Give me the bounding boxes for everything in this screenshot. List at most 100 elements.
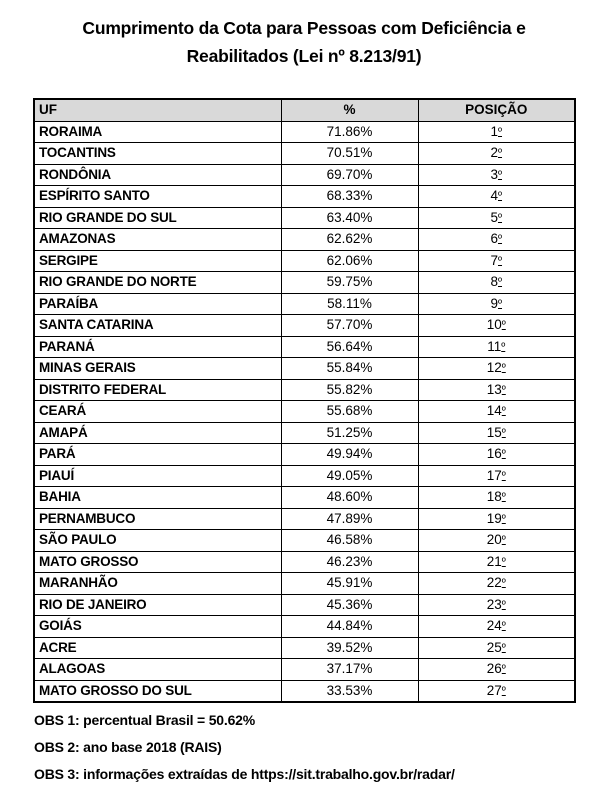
uf-cell: DISTRITO FEDERAL — [33, 378, 282, 401]
percent-cell: 37.17% — [280, 658, 419, 681]
page-title: Cumprimento da Cota para Pessoas com Def… — [82, 18, 526, 66]
table-row: RORAIMA 71.86% 1º — [33, 120, 576, 143]
uf-cell: SÃO PAULO — [33, 529, 282, 552]
percent-cell: 57.70% — [280, 314, 419, 337]
uf-cell: GOIÁS — [33, 615, 282, 638]
percent-cell: 59.75% — [280, 271, 419, 294]
table-row: SERGIPE 62.06% 7º — [33, 249, 576, 272]
header-row: UF % POSIÇÃO — [33, 98, 576, 122]
table-row: RONDÔNIA 69.70% 3º — [33, 163, 576, 186]
quota-table: UF % POSIÇÃO RORAIMA 71.86% 1º TOCANTINS… — [33, 98, 576, 703]
table-row: ACRE 39.52% 25º — [33, 636, 576, 659]
percent-cell: 58.11% — [280, 292, 419, 315]
percent-cell: 45.36% — [280, 593, 419, 616]
percent-cell: 71.86% — [280, 120, 419, 143]
uf-cell: BAHIA — [33, 486, 282, 509]
table-row: RIO GRANDE DO SUL 63.40% 5º — [33, 206, 576, 229]
table-row: MINAS GERAIS 55.84% 12º — [33, 357, 576, 380]
position-cell: 19º — [417, 507, 576, 530]
uf-cell: SANTA CATARINA — [33, 314, 282, 337]
table-row: PIAUÍ 49.05% 17º — [33, 464, 576, 487]
position-cell: 23º — [417, 593, 576, 616]
uf-cell: ACRE — [33, 636, 282, 659]
table-row: PARAÍBA 58.11% 9º — [33, 292, 576, 315]
uf-cell: PIAUÍ — [33, 464, 282, 487]
table-row: MATO GROSSO DO SUL 33.53% 27º — [33, 679, 576, 703]
table-header: UF % POSIÇÃO — [33, 98, 576, 122]
uf-cell: PERNAMBUCO — [33, 507, 282, 530]
uf-cell: AMAPÁ — [33, 421, 282, 444]
uf-cell: RORAIMA — [33, 120, 282, 143]
percent-cell: 69.70% — [280, 163, 419, 186]
percent-cell: 44.84% — [280, 615, 419, 638]
uf-cell: MARANHÃO — [33, 572, 282, 595]
uf-cell: PARÁ — [33, 443, 282, 466]
position-cell: 9º — [417, 292, 576, 315]
position-cell: 11º — [417, 335, 576, 358]
position-cell: 16º — [417, 443, 576, 466]
percent-cell: 33.53% — [280, 679, 419, 703]
table-row: SANTA CATARINA 57.70% 10º — [33, 314, 576, 337]
uf-cell: PARAÍBA — [33, 292, 282, 315]
position-cell: 25º — [417, 636, 576, 659]
note-line: OBS 1: percentual Brasil = 50.62% — [34, 712, 256, 728]
position-cell: 13º — [417, 378, 576, 401]
percent-cell: 68.33% — [280, 185, 419, 208]
position-cell: 24º — [417, 615, 576, 638]
table-row: BAHIA 48.60% 18º — [33, 486, 576, 509]
uf-cell: RIO GRANDE DO SUL — [33, 206, 282, 229]
note-line: OBS 3: informações extraídas de https://… — [34, 766, 455, 782]
table-row: ESPÍRITO SANTO 68.33% 4º — [33, 185, 576, 208]
percent-cell: 46.23% — [280, 550, 419, 573]
note-line: OBS 2: ano base 2018 (RAIS) — [34, 739, 222, 755]
table-row: AMAPÁ 51.25% 15º — [33, 421, 576, 444]
percent-cell: 49.94% — [280, 443, 419, 466]
percent-cell: 62.62% — [280, 228, 419, 251]
column-header-position: POSIÇÃO — [417, 98, 576, 122]
percent-cell: 48.60% — [280, 486, 419, 509]
table-row: MATO GROSSO 46.23% 21º — [33, 550, 576, 573]
position-cell: 18º — [417, 486, 576, 509]
percent-cell: 45.91% — [280, 572, 419, 595]
percent-cell: 56.64% — [280, 335, 419, 358]
percent-cell: 49.05% — [280, 464, 419, 487]
percent-cell: 55.68% — [280, 400, 419, 423]
position-cell: 7º — [417, 249, 576, 272]
table-row: ALAGOAS 37.17% 26º — [33, 658, 576, 681]
table-row: RIO DE JANEIRO 45.36% 23º — [33, 593, 576, 616]
position-cell: 22º — [417, 572, 576, 595]
table-row: DISTRITO FEDERAL 55.82% 13º — [33, 378, 576, 401]
table-body: RORAIMA 71.86% 1º TOCANTINS 70.51% 2º RO… — [33, 120, 576, 703]
percent-cell: 55.82% — [280, 378, 419, 401]
position-cell: 15º — [417, 421, 576, 444]
table-row: AMAZONAS 62.62% 6º — [33, 228, 576, 251]
uf-cell: ESPÍRITO SANTO — [33, 185, 282, 208]
percent-cell: 39.52% — [280, 636, 419, 659]
uf-cell: TOCANTINS — [33, 142, 282, 165]
table-row: CEARÁ 55.68% 14º — [33, 400, 576, 423]
uf-cell: PARANÁ — [33, 335, 282, 358]
position-cell: 1º — [417, 120, 576, 143]
uf-cell: CEARÁ — [33, 400, 282, 423]
position-cell: 26º — [417, 658, 576, 681]
uf-cell: AMAZONAS — [33, 228, 282, 251]
percent-cell: 46.58% — [280, 529, 419, 552]
position-cell: 12º — [417, 357, 576, 380]
table-row: RIO GRANDE DO NORTE 59.75% 8º — [33, 271, 576, 294]
position-cell: 20º — [417, 529, 576, 552]
position-cell: 6º — [417, 228, 576, 251]
table-row: PARÁ 49.94% 16º — [33, 443, 576, 466]
position-cell: 5º — [417, 206, 576, 229]
position-cell: 14º — [417, 400, 576, 423]
uf-cell: RIO DE JANEIRO — [33, 593, 282, 616]
table-row: GOIÁS 44.84% 24º — [33, 615, 576, 638]
percent-cell: 62.06% — [280, 249, 419, 272]
position-cell: 3º — [417, 163, 576, 186]
percent-cell: 51.25% — [280, 421, 419, 444]
uf-cell: ALAGOAS — [33, 658, 282, 681]
uf-cell: MATO GROSSO DO SUL — [33, 679, 282, 703]
percent-cell: 63.40% — [280, 206, 419, 229]
uf-cell: MINAS GERAIS — [33, 357, 282, 380]
uf-cell: RIO GRANDE DO NORTE — [33, 271, 282, 294]
table-row: PARANÁ 56.64% 11º — [33, 335, 576, 358]
